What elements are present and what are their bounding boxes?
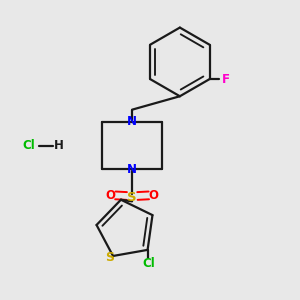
Text: Cl: Cl — [23, 139, 35, 152]
Text: N: N — [127, 163, 137, 176]
Text: O: O — [106, 189, 116, 202]
Text: H: H — [54, 139, 64, 152]
Text: S: S — [127, 191, 137, 204]
Text: N: N — [127, 115, 137, 128]
Text: F: F — [222, 73, 230, 85]
Text: S: S — [106, 251, 115, 264]
Text: O: O — [148, 189, 159, 202]
Text: Cl: Cl — [143, 257, 155, 270]
